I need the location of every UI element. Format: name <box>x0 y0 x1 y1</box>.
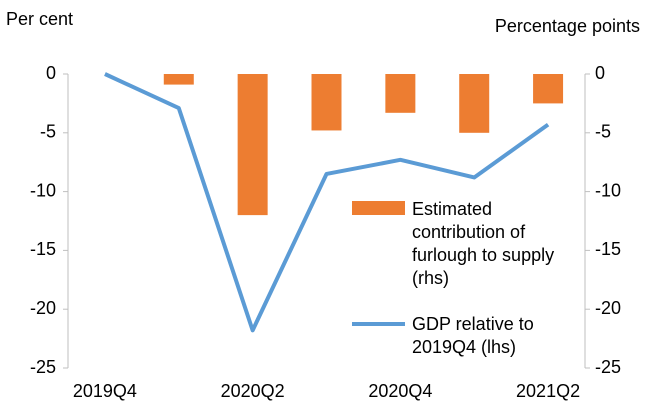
x-tick-label: 2020Q4 <box>368 381 432 401</box>
y2-tick-label: -5 <box>595 122 611 142</box>
y-tick-label: -15 <box>30 239 56 259</box>
y2-tick-label: -15 <box>595 239 621 259</box>
legend-swatch <box>352 201 405 215</box>
y2-tick-label: 0 <box>595 63 605 83</box>
y-axis-label: Per cent <box>6 9 73 29</box>
y-tick-label: -20 <box>30 298 56 318</box>
bar <box>459 74 490 133</box>
bar <box>311 74 342 131</box>
bar <box>385 74 416 113</box>
y-tick-label: -25 <box>30 357 56 377</box>
bar <box>237 74 268 216</box>
y2-tick-label: -10 <box>595 180 621 200</box>
y-tick-label: -5 <box>40 122 56 142</box>
y2-tick-label: -20 <box>595 298 621 318</box>
x-tick-label: 2020Q2 <box>221 381 285 401</box>
bar <box>163 74 194 85</box>
y-tick-label: 0 <box>46 63 56 83</box>
y2-tick-label: -25 <box>595 357 621 377</box>
legend-label: GDP relative to 2019Q4 (lhs) <box>412 314 534 357</box>
y-tick-label: -10 <box>30 180 56 200</box>
legend-label: Estimated contribution of furlough to su… <box>412 199 555 288</box>
x-tick-label: 2021Q2 <box>516 381 580 401</box>
y2-axis-label: Percentage points <box>495 16 640 36</box>
bar <box>533 74 564 104</box>
x-tick-label: 2019Q4 <box>73 381 137 401</box>
line <box>104 72 550 333</box>
